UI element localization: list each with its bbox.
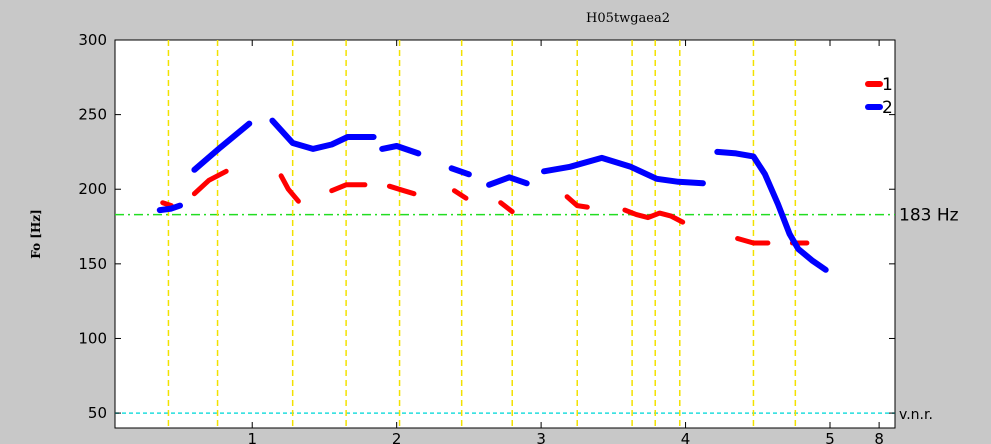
series-1-segment	[160, 200, 174, 209]
x-tick-label: 4	[681, 430, 691, 444]
series-group	[156, 117, 829, 273]
y-tick-label: 150	[78, 255, 107, 273]
plot-area	[114, 39, 896, 429]
series-2-segment	[156, 202, 183, 214]
series-2-segment	[379, 143, 422, 157]
x-tick-label: 8	[874, 430, 884, 444]
y-axis-label: Fo [Hz]	[29, 209, 43, 259]
series-2-segment	[191, 120, 253, 173]
series-1-segment	[278, 173, 301, 204]
reference-line-label: v.n.r.	[899, 407, 933, 423]
series-1-segment	[622, 207, 686, 225]
series-1-segment	[191, 168, 229, 197]
segment-markers	[167, 40, 797, 428]
x-tick-label: 2	[392, 430, 402, 444]
series-1-segment	[735, 236, 771, 246]
series-2-segment	[486, 174, 530, 188]
series-1-segment	[451, 188, 469, 201]
legend-label: 2	[882, 98, 893, 118]
y-tick-label: 300	[78, 31, 107, 49]
series-1-segment	[498, 200, 515, 215]
series-2-segment	[541, 154, 706, 187]
reference-line-label: 183 Hz	[899, 206, 959, 226]
series-1-segment	[386, 183, 417, 197]
y-tick-label: 100	[78, 329, 107, 347]
y-tick-label: 200	[78, 180, 107, 198]
x-tick-label: 3	[536, 430, 546, 444]
series-2-segment	[269, 117, 377, 152]
legend: 12	[865, 75, 893, 118]
x-tick-label: 5	[825, 430, 835, 444]
series-1-segment	[329, 182, 368, 194]
y-tick-label: 50	[88, 404, 107, 422]
series-2-segment	[714, 148, 829, 273]
x-tick-label: 1	[247, 430, 257, 444]
legend-label: 1	[882, 75, 893, 95]
reference-lines: 183 Hz v.n.r.	[115, 206, 959, 423]
chart-title: H05twgaea2	[586, 11, 670, 26]
series-1-segment	[564, 194, 590, 210]
series-2-segment	[448, 165, 472, 178]
y-tick-label: 250	[78, 106, 107, 124]
